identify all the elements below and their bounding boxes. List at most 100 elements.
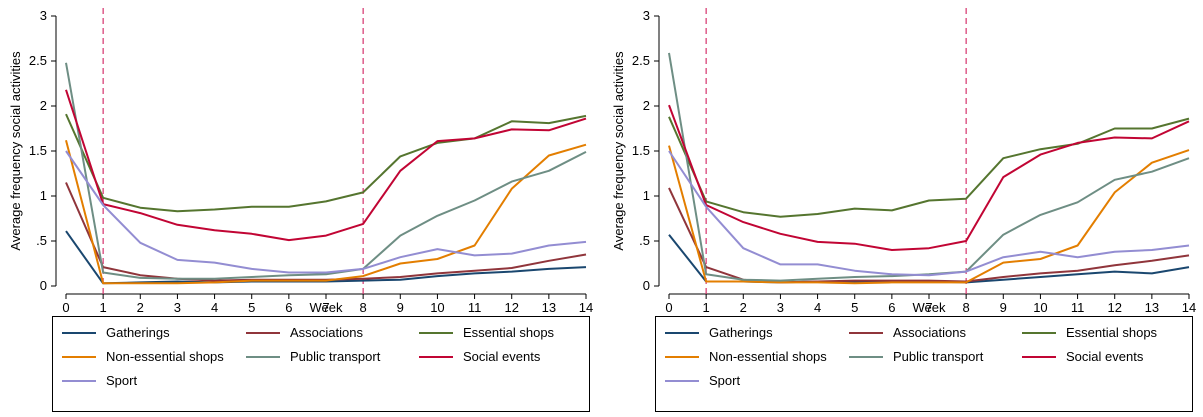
legend-label: Sport: [106, 373, 138, 388]
legend-label: Associations: [290, 325, 363, 340]
legend-item-associations: Associations: [849, 325, 966, 340]
legend-item-sport: Sport: [62, 373, 137, 388]
y-tick-label: 3: [40, 8, 47, 23]
legend-swatch-gatherings: [62, 331, 96, 334]
x-tick-label: 10: [430, 300, 444, 315]
x-tick-label: 14: [1182, 300, 1196, 315]
legend-label: Public transport: [893, 349, 984, 364]
y-tick-label: 1.5: [29, 143, 47, 158]
legend-item-essential-shops: Essential shops: [419, 325, 554, 340]
legend-swatch-essential-shops: [1022, 331, 1056, 334]
legend-right: Gatherings Associations Essential shops …: [655, 316, 1193, 412]
x-axis-title: Week: [913, 300, 946, 315]
legend-item-social-events: Social events: [419, 349, 540, 364]
legend-label: Gatherings: [709, 325, 773, 340]
legend-swatch-associations: [246, 331, 280, 334]
legend-swatch-sport: [665, 379, 699, 382]
legend-swatch-associations: [849, 331, 883, 334]
legend-label: Non-essential shops: [106, 349, 224, 364]
legend-item-essential-shops: Essential shops: [1022, 325, 1157, 340]
y-tick-label: 2: [643, 98, 650, 113]
series-line-non-essential-shops: [668, 145, 1190, 285]
legend-item-social-events: Social events: [1022, 349, 1143, 364]
legend-swatch-social-events: [419, 355, 453, 358]
legend-label: Essential shops: [1066, 325, 1158, 340]
x-tick-label: 3: [777, 300, 784, 315]
x-tick-label: 11: [1071, 300, 1085, 315]
legend-label: Associations: [893, 325, 966, 340]
x-tick-label: 14: [579, 300, 593, 315]
y-tick-label: 2: [40, 98, 47, 113]
x-tick-label: 9: [1000, 300, 1007, 315]
y-tick-label: 2.5: [632, 53, 650, 68]
legend-item-non-essential-shops: Non-essential shops: [62, 349, 224, 364]
y-tick-label: .5: [639, 233, 650, 248]
x-axis-title: Week: [310, 300, 343, 315]
series-line-essential-shops: [668, 116, 1190, 218]
x-tick-label: 13: [1145, 300, 1159, 315]
y-tick-label: 1.5: [632, 143, 650, 158]
series-line-public-transport: [65, 62, 587, 280]
legend-label: Social events: [1066, 349, 1144, 364]
x-tick-label: 6: [888, 300, 895, 315]
x-tick-label: 5: [248, 300, 255, 315]
legend-item-gatherings: Gatherings: [665, 325, 773, 340]
series-line-social-events: [65, 89, 587, 242]
series-line-essential-shops: [65, 113, 587, 213]
x-tick-label: 7: [322, 300, 329, 315]
y-tick-label: 0: [643, 278, 650, 293]
legend-label: Social events: [463, 349, 541, 364]
legend-swatch-non-essential-shops: [62, 355, 96, 358]
legend-label: Public transport: [290, 349, 381, 364]
y-tick-label: .5: [36, 233, 47, 248]
y-tick-label: 2.5: [29, 53, 47, 68]
x-tick-label: 11: [468, 300, 482, 315]
y-tick-label: 0: [40, 278, 47, 293]
x-tick-label: 6: [285, 300, 292, 315]
legend-swatch-social-events: [1022, 355, 1056, 358]
x-tick-label: 7: [925, 300, 932, 315]
y-tick-label: 1: [40, 188, 47, 203]
legend-swatch-gatherings: [665, 331, 699, 334]
legend-swatch-essential-shops: [419, 331, 453, 334]
legend-label: Essential shops: [463, 325, 555, 340]
legend-item-non-essential-shops: Non-essential shops: [665, 349, 827, 364]
x-tick-label: 1: [703, 300, 710, 315]
legend-label: Non-essential shops: [709, 349, 827, 364]
x-tick-label: 4: [814, 300, 821, 315]
y-tick-label: 1: [643, 188, 650, 203]
legend-label: Gatherings: [106, 325, 170, 340]
chart-panel-left: 0.5 1 1.5 2 2.5 3 0 1 2 3 4 5 6 7 8 9 10 11 12 13 14 Week Aver…: [0, 0, 600, 417]
legend-item-public-transport: Public transport: [246, 349, 380, 364]
x-tick-label: 8: [963, 300, 970, 315]
line-chart-right: 0.511.522.530 1 2 3 4 5 6 7 8 9 10 11 12 13 14WeekAver…: [611, 8, 1196, 315]
legend-swatch-non-essential-shops: [665, 355, 699, 358]
series-line-sport: [65, 150, 587, 274]
x-tick-label: 13: [542, 300, 556, 315]
x-tick-label: 12: [1107, 300, 1121, 315]
series-line-associations: [668, 187, 1190, 284]
x-tick-label: 10: [1033, 300, 1047, 315]
legend-swatch-public-transport: [849, 355, 883, 358]
legend-item-public-transport: Public transport: [849, 349, 983, 364]
legend-left: Gatherings Associations Essential shops …: [52, 316, 590, 412]
x-tick-label: 4: [211, 300, 218, 315]
legend-label: Sport: [709, 373, 741, 388]
x-tick-label: 12: [504, 300, 518, 315]
x-tick-label: 3: [174, 300, 181, 315]
chart-panel-right: 0.5 1 1.5 2 2.5 3 0 1 2 3 4 5 6 7 8 9 10 11 12 13 14 Week Aver…: [603, 0, 1203, 417]
series-line-non-essential-shops: [65, 139, 587, 285]
line-chart-left: 0.511.522.530 1 2 3 4 5 6 7 8 9 10 11 12 13 14WeekAver…: [8, 8, 593, 315]
series-line-associations: [65, 182, 587, 282]
x-tick-label: 5: [851, 300, 858, 315]
x-tick-label: 2: [740, 300, 747, 315]
series-line-sport: [668, 150, 1190, 277]
x-tick-label: 0: [62, 300, 69, 315]
legend-item-sport: Sport: [665, 373, 740, 388]
y-axis-title: Average frequency social activities: [8, 51, 23, 251]
x-tick-label: 1: [100, 300, 107, 315]
x-tick-label: 9: [397, 300, 404, 315]
x-tick-label: 8: [360, 300, 367, 315]
series-line-public-transport: [668, 52, 1190, 282]
legend-swatch-sport: [62, 379, 96, 382]
